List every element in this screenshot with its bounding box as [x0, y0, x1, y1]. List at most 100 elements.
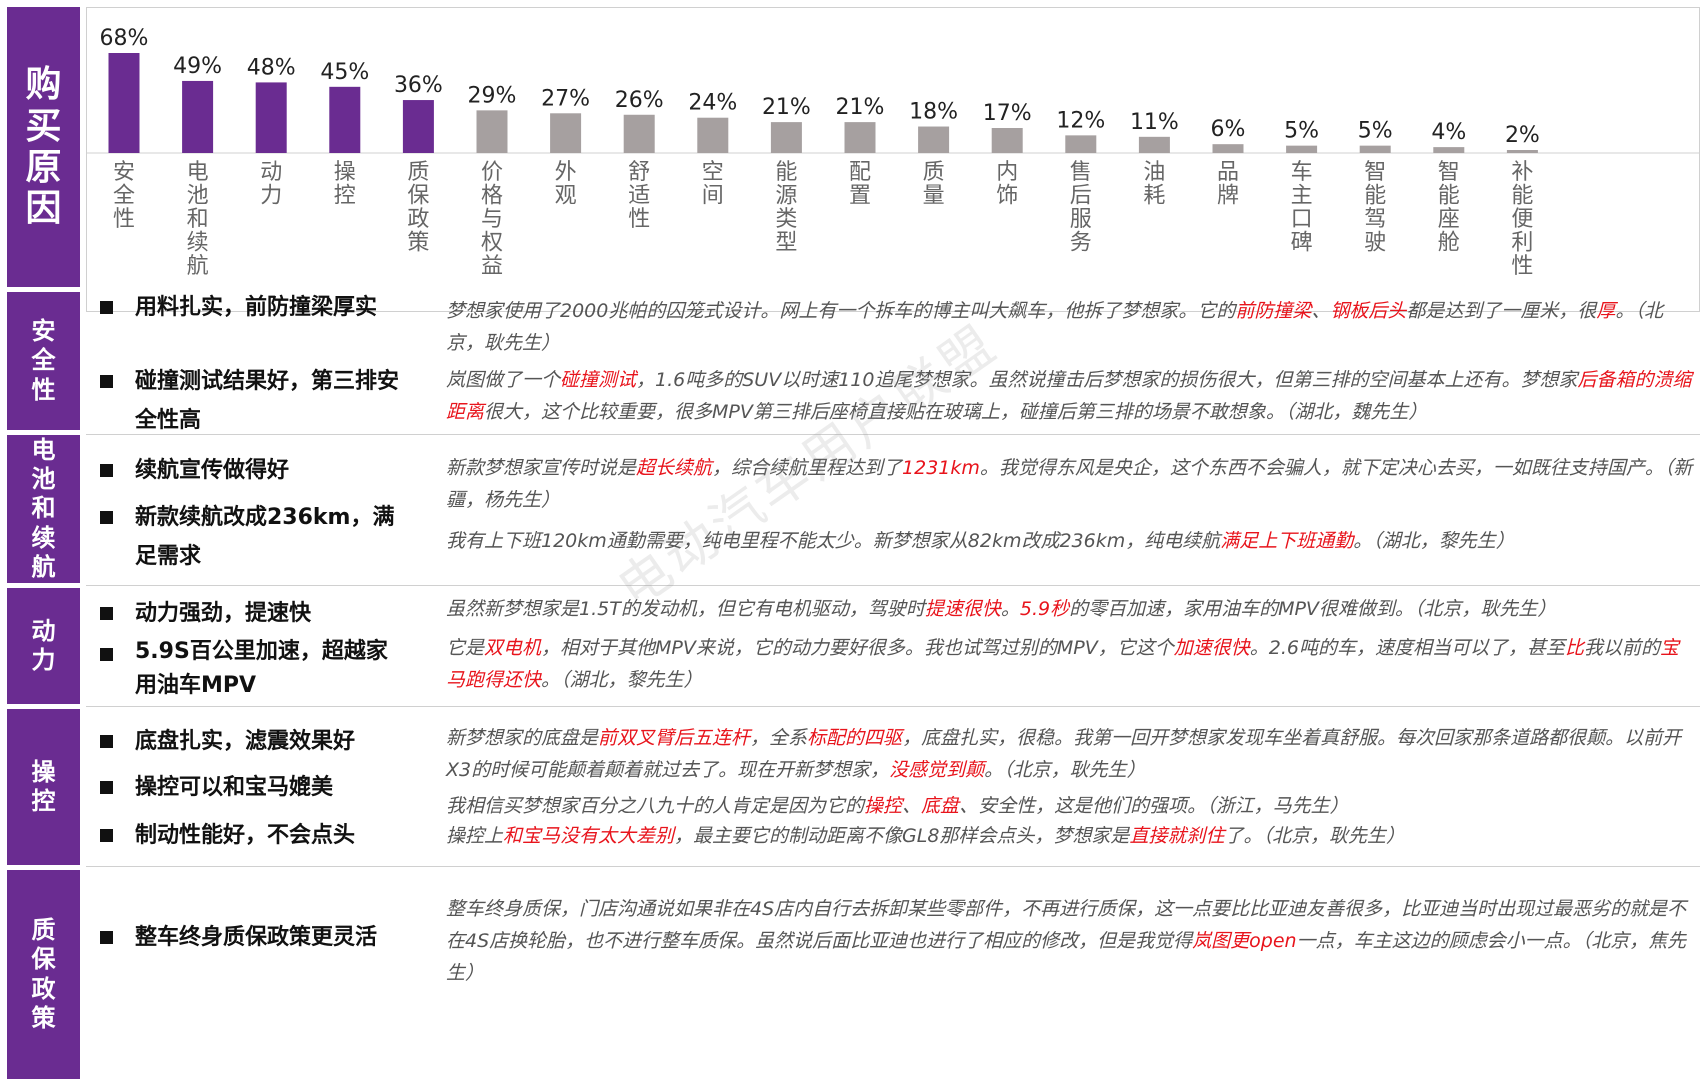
section-divider — [86, 434, 1700, 435]
quote-text: 我有上下班120km通勤需要，纯电里程不能太少。新梦想家从82km改成236km… — [446, 525, 1694, 557]
quote-run: 虽然新梦想家是1.5T的发动机，但它有电机驱动，驾驶时 — [446, 598, 925, 620]
bullet-text: 动力强劲，提速快 — [135, 601, 312, 626]
quote-run: 我相信买梦想家百分之八九十的人肯定是因为它的 — [446, 795, 865, 817]
bar-10 — [844, 122, 876, 153]
quote-run: ，综合续航里程达到了 — [712, 457, 903, 479]
highlight-text: 5.9秒 — [1019, 598, 1070, 620]
bullet-item: 动力强劲，提速快 — [100, 594, 405, 633]
category-label-4: 质保政策 — [407, 160, 429, 256]
category-label-11: 质量 — [923, 160, 945, 209]
category-label-17: 智能驾驶 — [1364, 160, 1386, 256]
quote-run: 、 — [1311, 300, 1331, 322]
quote-run: 。（湖北，黎先生） — [541, 669, 703, 691]
tab-safety-label: 安全性 — [31, 317, 56, 404]
category-label-0: 安全性 — [113, 160, 135, 232]
highlight-text: 厚 — [1596, 300, 1616, 322]
bullet-text: 操控可以和宝马媲美 — [135, 775, 334, 800]
section-divider — [86, 706, 1700, 707]
quote-run: ，底盘扎实，很稳。我第一回开梦想家发现车坐着真舒服。每次回家那条道路都很颠。以前… — [446, 727, 1682, 781]
highlight-text: 前防撞梁 — [1235, 300, 1312, 322]
value-label-12: 17% — [983, 101, 1032, 126]
tab-battery-label: 电池和续航 — [31, 435, 56, 581]
quote-text: 新梦想家的底盘是前双叉臂后五连杆，全系标配的四驱，底盘扎实，很稳。我第一回开梦想… — [446, 722, 1694, 786]
highlight-text: 宝马跑得还快 — [446, 637, 1680, 691]
bullet-item: 底盘扎实，滤震效果好 — [100, 722, 405, 761]
value-label-9: 21% — [762, 95, 811, 120]
bullet-text: 续航宣传做得好 — [135, 458, 290, 483]
tab-purchase-reasons: 购买原因 — [7, 7, 80, 287]
section-divider — [86, 866, 1700, 867]
value-label-15: 6% — [1211, 117, 1246, 142]
quote-run: 都是达到了一厘米，很 — [1406, 300, 1597, 322]
bullet-text: 整车终身质保政策更灵活 — [135, 925, 378, 950]
category-label-16: 车主口碑 — [1291, 160, 1313, 256]
tab-safety: 安全性 — [7, 292, 80, 430]
bullet-item: 用料扎实，前防撞梁厚实 — [100, 288, 405, 327]
value-label-3: 45% — [320, 60, 369, 85]
highlight-text: 底盘 — [921, 795, 960, 817]
tab-power: 动力 — [7, 588, 80, 704]
tab-handling-label: 操控 — [31, 757, 56, 815]
bullet-item: 5.9S百公里加速，超越家用油车MPV — [100, 635, 405, 703]
quote-text: 我相信买梦想家百分之八九十的人肯定是因为它的操控、底盘、安全性，这是他们的强项。… — [446, 790, 1694, 822]
quote-run: 。（湖北，黎先生） — [1353, 530, 1515, 552]
section-divider — [86, 585, 1700, 586]
highlight-text: 比 — [1564, 637, 1584, 659]
quote-run: 梦想家使用了2000兆帕的囚笼式设计。网上有一个拆车的博主叫大飙车，他拆了梦想家… — [446, 300, 1236, 322]
category-label-6: 外观 — [555, 160, 577, 209]
purchase-reasons-chart: 68% 安全性 49% 电池和续航 48% 动力 45% 操控 36% 质保政策 29% 价格与权益 2… — [86, 7, 1700, 312]
value-label-7: 26% — [615, 88, 664, 113]
quote-run: 很大，这个比较重要，很多MPV第三排后座椅直接贴在玻璃上，碰撞后第三排的场景不敢… — [484, 401, 1428, 423]
highlight-text: 岚图更open — [1192, 930, 1297, 952]
highlight-text: 没感觉到颠 — [889, 759, 985, 781]
quote-run: 。（北京，耿先生） — [984, 759, 1146, 781]
category-label-7: 舒适性 — [628, 160, 650, 232]
quote-text: 虽然新梦想家是1.5T的发动机，但它有电机驱动，驾驶时提速很快。5.9秒的零百加… — [446, 593, 1694, 625]
bullet-text: 底盘扎实，滤震效果好 — [135, 729, 356, 754]
tab-warranty: 质保政策 — [7, 870, 80, 1079]
category-label-10: 配置 — [849, 160, 871, 209]
bar-6 — [550, 113, 582, 153]
category-label-13: 售后服务 — [1070, 160, 1092, 256]
highlight-text: 钢板后头 — [1330, 300, 1407, 322]
tab-warranty-label: 质保政策 — [31, 915, 56, 1032]
bar-0 — [108, 53, 140, 153]
bar-14 — [1138, 136, 1170, 153]
bullet-square-icon — [100, 781, 113, 794]
value-label-10: 21% — [836, 95, 885, 120]
bar-17 — [1359, 145, 1391, 153]
quote-text: 岚图做了一个碰撞测试，1.6吨多的SUV以时速110追尾梦想家。虽然说撞击后梦想… — [446, 364, 1694, 428]
bullet-square-icon — [100, 648, 113, 661]
highlight-text: 前双叉臂后五连杆 — [598, 727, 751, 749]
quote-run: 、 — [902, 795, 922, 817]
highlight-text: 直接就刹住 — [1129, 825, 1225, 847]
section-safety: 用料扎实，前防撞梁厚实 碰撞测试结果好，第三排安全性高 梦想家使用了2000兆帕… — [86, 292, 1704, 433]
quote-run: 。2.6吨的车，速度相当可以了，甚至 — [1249, 637, 1565, 659]
category-label-19: 补能便利性 — [1511, 160, 1533, 279]
section-handling: 底盘扎实，滤震效果好 操控可以和宝马媲美 制动性能好，不会点头 新梦想家的底盘是… — [86, 708, 1704, 866]
value-label-1: 49% — [173, 54, 222, 79]
highlight-text: 满足上下班通勤 — [1220, 530, 1354, 552]
bullet-square-icon — [100, 511, 113, 524]
tab-purchase-reasons-label: 购买原因 — [25, 64, 62, 230]
quote-run: 的零百加速，家用油车的MPV很难做到。（北京，耿先生） — [1069, 598, 1557, 620]
tab-handling: 操控 — [7, 709, 80, 865]
quote-run: ，1.6吨多的SUV以时速110追尾梦想家。虽然说撞击后梦想家的损伤很大，但第三… — [636, 369, 1578, 391]
value-label-2: 48% — [247, 55, 296, 80]
highlight-text: 1231km — [902, 457, 980, 479]
category-label-2: 动力 — [260, 160, 282, 209]
value-label-18: 4% — [1431, 120, 1466, 145]
highlight-text: 加速很快 — [1173, 637, 1250, 659]
bullet-text: 制动性能好，不会点头 — [135, 823, 356, 848]
bar-9 — [770, 122, 802, 153]
quote-run: 整车终身质保，门店沟通说如果非在4S店内自行去拆卸某些零部件，不再进行质保，这一… — [446, 898, 1687, 952]
highlight-text: 超长续航 — [636, 457, 713, 479]
value-label-5: 29% — [468, 83, 517, 108]
highlight-text: 操控 — [864, 795, 903, 817]
bullet-item: 整车终身质保政策更灵活 — [100, 918, 405, 957]
bullet-square-icon — [100, 829, 113, 842]
section-power: 动力强劲，提速快 5.9S百公里加速，超越家用油车MPV 虽然新梦想家是1.5T… — [86, 587, 1704, 705]
bar-4 — [402, 100, 434, 153]
bar-1 — [182, 80, 214, 153]
value-label-4: 36% — [394, 73, 443, 98]
